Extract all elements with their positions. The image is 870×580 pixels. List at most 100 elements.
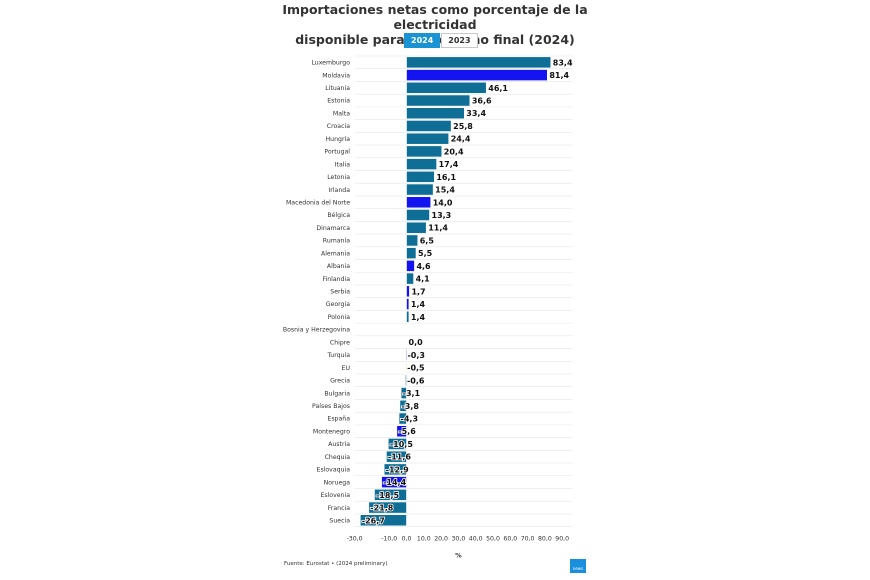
bar <box>405 361 407 374</box>
bar <box>368 501 407 514</box>
year-tab-2024[interactable]: 2024 <box>404 33 441 48</box>
x-tick-label: 60,0 <box>503 536 517 543</box>
category-label: Turquía <box>326 351 350 359</box>
value-label: 46,1 <box>488 84 508 93</box>
logo-text: news <box>572 566 584 571</box>
category-label: Lituania <box>325 85 350 92</box>
category-label: Bulgaria <box>324 390 350 397</box>
value-label: -21,8 <box>370 504 393 513</box>
category-label: Irlanda <box>328 187 350 194</box>
category-label: Eslovenia <box>320 492 350 499</box>
x-tick-label: 20,0 <box>434 536 448 543</box>
value-label: 14,0 <box>433 198 453 207</box>
value-label: 11,4 <box>428 224 448 233</box>
bar <box>406 272 414 285</box>
bar <box>406 81 487 94</box>
bar <box>406 209 430 221</box>
category-label: Eslovaquia <box>317 467 351 474</box>
x-tick-label: 90,0 <box>555 536 569 543</box>
bar <box>406 260 415 272</box>
category-label: Macedonia del Norte <box>286 199 350 206</box>
value-label: 5,5 <box>418 249 433 258</box>
bar <box>406 170 435 183</box>
category-label: Polonia <box>328 314 350 321</box>
x-tick-label: 40,0 <box>469 536 483 543</box>
value-label: 16,1 <box>436 173 456 182</box>
value-label: -0,6 <box>407 376 425 385</box>
value-label: 6,5 <box>420 236 435 245</box>
x-tick-label: 30,0 <box>452 536 466 543</box>
bar <box>406 56 552 69</box>
category-label: Moldavia <box>322 72 350 79</box>
category-label: Bélgica <box>327 211 350 219</box>
category-label: Rumanía <box>323 237 350 245</box>
value-label: -18,5 <box>376 491 399 500</box>
value-label: 20,4 <box>444 147 464 156</box>
bar <box>406 310 410 323</box>
category-label: Portugal <box>324 149 350 156</box>
category-label: Finlandia <box>322 276 350 283</box>
bar <box>386 450 407 463</box>
value-label: 83,4 <box>553 58 573 67</box>
value-label: 4,1 <box>416 275 431 284</box>
category-label: Países Bajos <box>312 402 350 410</box>
chart-title-line-1: Importaciones netas como porcentaje de l… <box>282 2 588 32</box>
value-label: -3,1 <box>403 389 421 398</box>
x-tick-label: 50,0 <box>486 536 500 543</box>
bar <box>406 94 471 107</box>
value-label: -14,4 <box>383 478 406 487</box>
bar <box>399 399 407 412</box>
value-label: 81,4 <box>549 71 569 80</box>
value-label: 25,8 <box>453 122 473 131</box>
category-label: Hungría <box>326 135 351 143</box>
bar <box>406 145 443 158</box>
bar <box>381 476 407 488</box>
category-label: Letonia <box>327 174 350 181</box>
category-label: Noruega <box>324 479 351 486</box>
category-label: Chequia <box>325 454 351 461</box>
value-label: 24,4 <box>451 135 471 144</box>
category-label: Georgia <box>326 301 350 308</box>
bar <box>406 285 410 298</box>
x-tick-label: -10,0 <box>381 536 397 543</box>
value-label: 33,4 <box>466 109 486 118</box>
bar <box>374 488 407 501</box>
category-label: Chipre <box>330 339 350 346</box>
category-label: Luxemburgo <box>311 60 350 67</box>
category-label: Malta <box>333 110 350 117</box>
source-note: Fuente: Eurostat • (2024 preliminary) <box>284 561 388 567</box>
category-label: Grecia <box>330 378 350 385</box>
value-label: -4,3 <box>401 415 419 424</box>
category-label: Croacia <box>327 123 350 130</box>
value-label: -11,6 <box>388 453 411 462</box>
bar <box>406 132 450 145</box>
bar <box>398 412 407 425</box>
value-label: -3,8 <box>401 402 419 411</box>
bar <box>406 196 432 209</box>
bar <box>406 69 548 81</box>
bar <box>388 438 407 450</box>
value-label: 1,4 <box>411 300 426 309</box>
year-toggle-group: 2024 2023 <box>404 33 478 48</box>
value-label: 0,0 <box>409 338 424 347</box>
category-label: Italia <box>335 161 350 168</box>
value-label: 17,4 <box>439 160 459 169</box>
bar <box>406 221 427 234</box>
x-tick-label: 80,0 <box>538 536 552 543</box>
bar <box>360 514 407 527</box>
value-label: 4,6 <box>416 262 431 271</box>
x-axis-title: % <box>455 552 462 560</box>
value-label: -12,9 <box>386 465 409 474</box>
category-label: Albania <box>327 263 350 270</box>
bar <box>406 158 437 170</box>
category-label: EU <box>342 365 350 372</box>
value-label: -5,6 <box>398 427 416 436</box>
category-label: Estonia <box>327 98 350 105</box>
category-label: Austria <box>328 441 350 448</box>
category-label: Francia <box>328 505 350 512</box>
year-tab-2023[interactable]: 2023 <box>441 33 478 48</box>
x-tick-label: -30,0 <box>347 536 363 543</box>
category-label: Serbia <box>330 289 350 296</box>
news-logo: news <box>570 559 586 573</box>
